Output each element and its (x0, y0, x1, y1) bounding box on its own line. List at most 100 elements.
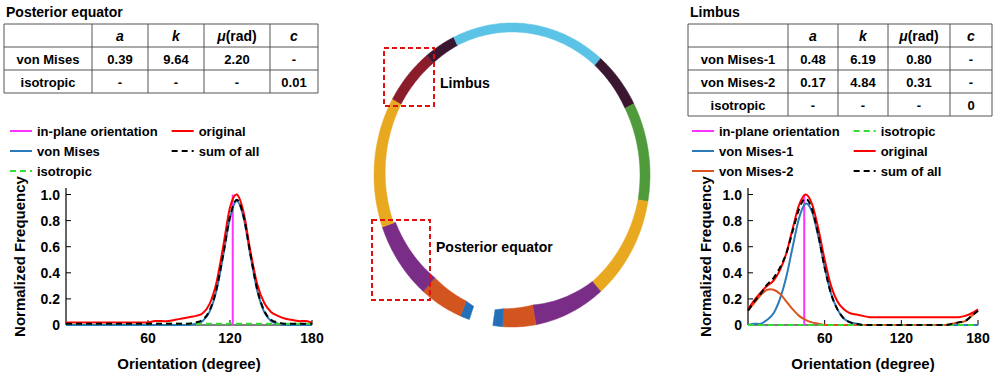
table-rule (4, 93, 318, 94)
table-cell: 0.48 (800, 52, 825, 67)
legend-label: in-plane orientation (719, 124, 840, 139)
table-cell: - (861, 98, 865, 113)
chart: 6012018000.20.40.60.81.0Orientation (deg… (10, 124, 324, 372)
table-header: k (859, 28, 868, 44)
legend-swatch (854, 170, 876, 172)
table-cell: 0.80 (906, 52, 931, 67)
table-cell: 6.19 (850, 52, 875, 67)
y-tick-label: 1.0 (41, 187, 61, 203)
table-cell: 0 (967, 98, 974, 113)
table-cell: 4.84 (850, 75, 876, 90)
row-label: von Mises (17, 52, 80, 67)
series-line (66, 200, 312, 324)
header-symbol: a (116, 28, 124, 44)
table-cell: - (235, 75, 239, 90)
table-rule (204, 24, 205, 93)
legend-label: von Mises-2 (719, 164, 793, 179)
y-tick (748, 272, 753, 273)
table-cell: - (969, 52, 973, 67)
x-tick-label: 180 (966, 330, 990, 346)
legend-label: original (881, 144, 928, 159)
table-header: c (967, 28, 975, 44)
region-label: Posterior equator (436, 239, 553, 255)
series-line (748, 324, 978, 326)
table-cell: - (917, 98, 921, 113)
figure: Posterior equatorakμ(rad)cvon Mises0.399… (0, 0, 999, 386)
legend-swatch (172, 150, 194, 152)
header-symbol: c (967, 28, 975, 44)
series-line (66, 194, 312, 322)
y-tick-label: 0.8 (41, 213, 61, 229)
table-rule (788, 24, 789, 116)
region-label: Limbus (440, 75, 490, 91)
table-cell: 2.20 (224, 52, 249, 67)
table-rule (148, 24, 149, 93)
table-rule (688, 47, 992, 48)
table-cell: 0.01 (281, 75, 306, 90)
x-tick-label: 60 (817, 330, 833, 346)
series-line (66, 201, 312, 325)
header-symbol: c (290, 28, 298, 44)
highlight-box (384, 48, 434, 106)
legend-swatch (172, 130, 194, 132)
legend-label: sum of all (199, 144, 260, 159)
plot-area (748, 195, 978, 326)
legend-swatch (692, 170, 714, 172)
ring-segment (454, 23, 512, 45)
x-axis-title: Orientation (degree) (117, 355, 260, 372)
y-tick-label: 0.6 (41, 239, 61, 255)
x-tick-label: 120 (890, 330, 914, 346)
table-rule (92, 24, 93, 93)
header-symbol: k (859, 28, 868, 44)
table-cell: - (118, 75, 122, 90)
y-tick (66, 246, 71, 247)
y-tick-label: 0.4 (723, 265, 743, 281)
ring-segment (382, 222, 435, 291)
table-title: Limbus (690, 4, 740, 20)
table-header: a (116, 28, 124, 44)
table-cell: 9.64 (163, 52, 189, 67)
table-rule (688, 24, 992, 25)
y-tick (66, 272, 71, 273)
table-rule (688, 93, 992, 94)
legend-label: isotropic (37, 164, 92, 179)
table-rule (838, 24, 839, 116)
legend-swatch (854, 150, 876, 152)
legend-label: sum of all (881, 164, 942, 179)
ring-segment (392, 55, 433, 104)
table-rule (4, 47, 318, 48)
ring-segment (374, 99, 401, 227)
legend: in-plane orientation von Mises-1 von Mises… (692, 124, 941, 179)
legend-label: von Mises (37, 144, 100, 159)
x-axis (748, 324, 978, 325)
x-axis-title: Orientation (degree) (791, 355, 934, 372)
header-symbol: a (809, 28, 817, 44)
y-tick-label: 0.2 (41, 291, 61, 307)
table-rule (4, 24, 318, 25)
table-header: μ(rad) (898, 28, 939, 44)
table: Posterior equatorakμ(rad)cvon Mises0.399… (4, 4, 318, 93)
legend-label: von Mises-1 (719, 144, 793, 159)
ring-segment (493, 309, 504, 327)
y-tick (66, 220, 71, 221)
y-axis-title: Normalized Frequency (11, 175, 28, 337)
ring-segment (532, 281, 600, 324)
table-header: k (172, 28, 181, 44)
table-rule (270, 24, 271, 93)
table-cell: 0.17 (800, 75, 825, 90)
y-axis (747, 188, 748, 325)
header-unit: (rad) (226, 28, 257, 44)
header-unit: (rad) (908, 28, 939, 44)
y-tick (66, 194, 71, 195)
chart: 6012018000.20.40.60.81.0Orientation (deg… (692, 124, 990, 372)
table-header: a (809, 28, 817, 44)
table-rule (950, 24, 951, 116)
y-tick-label: 0.8 (723, 213, 743, 229)
table-header: μ(rad) (216, 28, 257, 44)
series-line (748, 289, 978, 325)
x-tick-label: 60 (140, 330, 156, 346)
y-tick (748, 246, 753, 247)
legend-label: isotropic (881, 124, 936, 139)
y-tick-label: 0.4 (41, 265, 61, 281)
legend-label: original (199, 124, 246, 139)
